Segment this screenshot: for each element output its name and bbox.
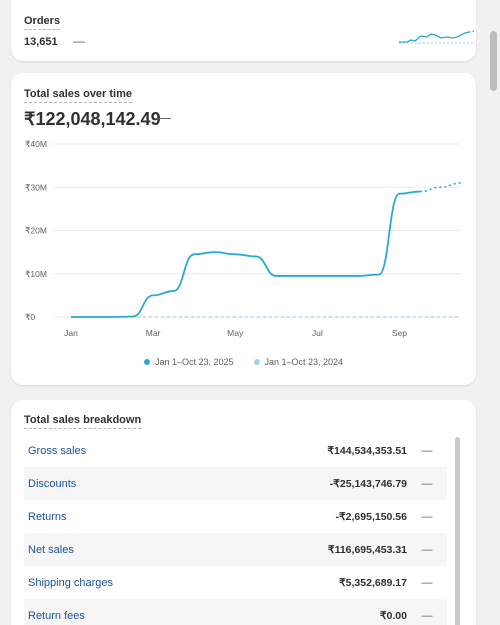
breakdown-row-gross-sales[interactable]: Gross sales ₹144,534,353.51 — — [24, 434, 447, 467]
chart-grid — [53, 143, 461, 318]
breakdown-row-shipping-charges[interactable]: Shipping charges ₹5,352,689.17 — — [24, 566, 447, 599]
breakdown-label[interactable]: Returns — [28, 510, 67, 523]
orders-sparkline-projection — [468, 30, 475, 33]
x-tick-label: May — [227, 328, 244, 338]
series-line-current — [71, 190, 420, 318]
y-tick-label: ₹30M — [25, 182, 47, 192]
total-sales-card: Total sales over time ₹122,048,142.49 — … — [11, 73, 476, 385]
sales-title[interactable]: Total sales over time — [24, 88, 133, 103]
sales-breakdown-card: Total sales breakdown Gross sales ₹144,5… — [11, 400, 476, 625]
breakdown-trend: — — [421, 609, 433, 622]
breakdown-row-discounts[interactable]: Discounts -₹25,143,746.79 — — [24, 467, 447, 500]
orders-sparkline-current — [399, 31, 470, 43]
chart-y-axis: ₹0 ₹10M ₹20M ₹30M ₹40M — [25, 139, 47, 322]
breakdown-value: ₹5,352,689.17 — [339, 576, 407, 589]
breakdown-trend: — — [421, 444, 433, 457]
breakdown-trend: — — [421, 477, 433, 490]
breakdown-label[interactable]: Shipping charges — [28, 576, 114, 589]
orders-value: 13,651 — [24, 36, 58, 48]
orders-trend: — — [73, 34, 85, 48]
x-tick-label: Jul — [312, 328, 323, 338]
breakdown-trend: — — [421, 510, 433, 523]
breakdown-label[interactable]: Discounts — [28, 477, 77, 490]
breakdown-row-net-sales[interactable]: Net sales ₹116,695,453.31 — — [24, 533, 447, 566]
orders-title[interactable]: Orders — [24, 15, 61, 30]
page-scrollbar[interactable] — [490, 31, 497, 91]
breakdown-value: -₹2,695,150.56 — [335, 510, 408, 523]
series-line-current-projection — [419, 182, 462, 193]
y-tick-label: ₹20M — [25, 226, 47, 236]
legend-label-current: Jan 1–Oct 23, 2025 — [154, 357, 234, 367]
breakdown-label[interactable]: Net sales — [28, 543, 74, 556]
chart-legend: Jan 1–Oct 23, 2025 Jan 1–Oct 23, 2024 — [11, 357, 476, 367]
legend-item-current[interactable]: Jan 1–Oct 23, 2025 — [143, 357, 234, 367]
legend-dot-current — [143, 359, 150, 365]
orders-card: Orders 13,651 — — [11, 0, 476, 61]
breakdown-scrollbar[interactable] — [455, 437, 460, 625]
breakdown-value: ₹144,534,353.51 — [327, 444, 407, 457]
legend-label-previous: Jan 1–Oct 23, 2024 — [264, 357, 344, 367]
sales-total-value: ₹122,048,142.49 — [24, 109, 161, 129]
legend-item-previous[interactable]: Jan 1–Oct 23, 2024 — [253, 357, 344, 367]
breakdown-trend: — — [421, 576, 433, 589]
breakdown-value: -₹25,143,746.79 — [329, 477, 407, 490]
breakdown-title[interactable]: Total sales breakdown — [24, 414, 142, 429]
breakdown-row-returns[interactable]: Returns -₹2,695,150.56 — — [24, 500, 447, 533]
x-tick-label: Jan — [64, 328, 78, 338]
legend-dot-previous — [253, 359, 260, 365]
chart-series — [71, 182, 462, 318]
x-tick-label: Sep — [392, 328, 407, 338]
breakdown-value: ₹116,695,453.31 — [327, 543, 407, 556]
sales-line-chart[interactable]: ₹0 ₹10M ₹20M ₹30M ₹40M Jan Mar May Jul Sep — [11, 73, 476, 353]
breakdown-value: ₹0.00 — [379, 609, 407, 622]
breakdown-label[interactable]: Return fees — [28, 609, 85, 622]
y-tick-label: ₹10M — [25, 269, 47, 279]
sales-trend: — — [157, 109, 171, 125]
orders-sparkline — [399, 30, 475, 44]
y-tick-label: ₹40M — [25, 139, 47, 149]
x-tick-label: Mar — [146, 328, 161, 338]
breakdown-row-return-fees[interactable]: Return fees ₹0.00 — — [24, 599, 447, 625]
y-tick-label: ₹0 — [25, 312, 35, 322]
breakdown-trend: — — [421, 543, 433, 556]
breakdown-label[interactable]: Gross sales — [28, 444, 87, 457]
chart-x-axis: Jan Mar May Jul Sep — [64, 328, 407, 338]
